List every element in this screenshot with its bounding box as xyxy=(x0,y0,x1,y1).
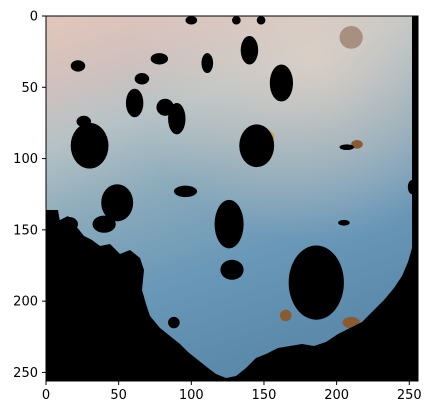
masked-blobs-layer xyxy=(60,16,417,329)
masked-blob xyxy=(101,184,134,222)
y-tick-label: 200 xyxy=(13,295,38,310)
masked-blob xyxy=(232,16,241,25)
masked-blob xyxy=(70,60,86,72)
masked-blob xyxy=(76,115,92,128)
axes-layer: 0 50 100 150 200 250 0 50 100 150 200 250 xyxy=(13,10,422,404)
masked-blob xyxy=(201,53,214,74)
masked-blob xyxy=(60,217,78,232)
masked-blob xyxy=(185,16,198,25)
masked-blob xyxy=(168,316,180,329)
masked-blob xyxy=(173,185,198,198)
masked-blob xyxy=(70,122,109,169)
masked-blob xyxy=(239,124,275,168)
x-tick-label: 250 xyxy=(397,388,422,403)
masked-left-edge xyxy=(46,210,60,236)
masked-blob xyxy=(220,259,244,280)
masked-blob xyxy=(339,144,355,151)
y-tick-label: 50 xyxy=(21,81,38,96)
masked-blob xyxy=(240,35,259,65)
masked-blob xyxy=(125,88,144,118)
masked-blob xyxy=(256,16,266,25)
masked-lower-region xyxy=(46,214,418,381)
x-tick-label: 0 xyxy=(42,388,50,403)
y-tick-label: 250 xyxy=(13,366,38,381)
color-spot xyxy=(279,309,292,322)
image-plot-area xyxy=(46,16,418,381)
masked-right-column xyxy=(412,16,418,381)
y-tick-label: 100 xyxy=(13,152,38,167)
masked-blob xyxy=(269,64,294,102)
masked-blob xyxy=(168,102,186,135)
plot-frame xyxy=(45,15,419,382)
y-tick-label: 0 xyxy=(30,10,38,25)
masked-blob xyxy=(150,53,169,65)
masked-blob xyxy=(134,73,150,85)
masked-blob xyxy=(288,245,344,320)
color-spot xyxy=(351,140,363,149)
x-tick-label: 150 xyxy=(252,388,277,403)
masked-blob xyxy=(214,199,244,249)
x-tick-label: 100 xyxy=(179,388,204,403)
x-tick-label: 200 xyxy=(324,388,349,403)
y-tick-label: 150 xyxy=(13,223,38,238)
x-tick-label: 50 xyxy=(110,388,127,403)
color-spot xyxy=(339,25,363,49)
masked-blob xyxy=(338,219,350,226)
masked-blob xyxy=(92,215,116,233)
